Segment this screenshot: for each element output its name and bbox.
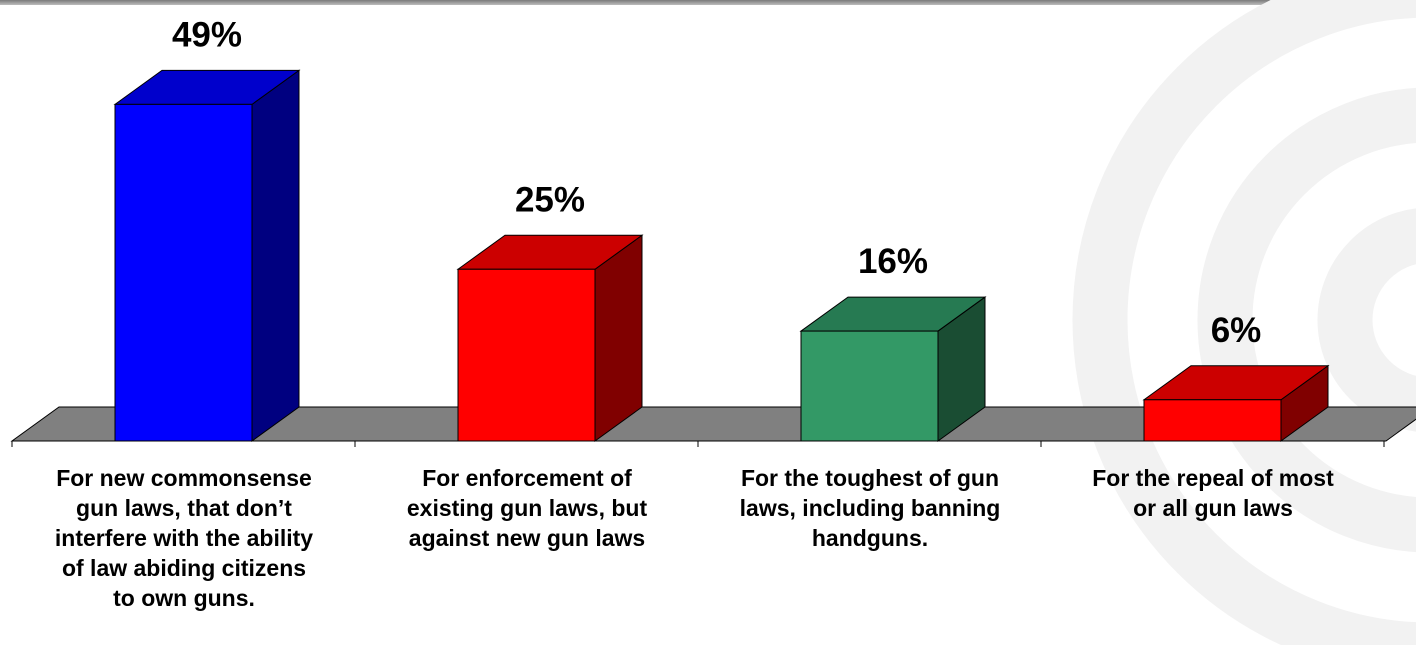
value-label: 6% (1211, 311, 1262, 350)
bar-front (457, 268, 596, 442)
category-label: For new commonsense gun laws, that don’t… (54, 465, 314, 611)
bar-2 (456, 234, 644, 442)
category-label: For the repeal of most or all gun laws (1092, 465, 1334, 521)
bar-1 (113, 69, 301, 442)
bar-side (251, 69, 300, 442)
background-swirl (1072, 0, 1416, 645)
bars (113, 69, 1330, 442)
bar-side (594, 234, 643, 442)
value-label: 16% (858, 242, 928, 281)
bar-3 (799, 296, 987, 442)
bar-4 (1142, 364, 1330, 442)
value-label: 25% (515, 180, 585, 219)
value-labels: 49% 25% 16% 6% (172, 15, 1261, 349)
category-label: For the toughest of gun laws, including … (739, 465, 1001, 551)
category-label: For enforcement of existing gun laws, bu… (406, 465, 648, 551)
bar-front (1143, 399, 1282, 442)
bar-front (114, 103, 253, 442)
bar-front (800, 330, 939, 442)
top-rule (0, 0, 1416, 5)
value-label: 49% (172, 15, 242, 54)
